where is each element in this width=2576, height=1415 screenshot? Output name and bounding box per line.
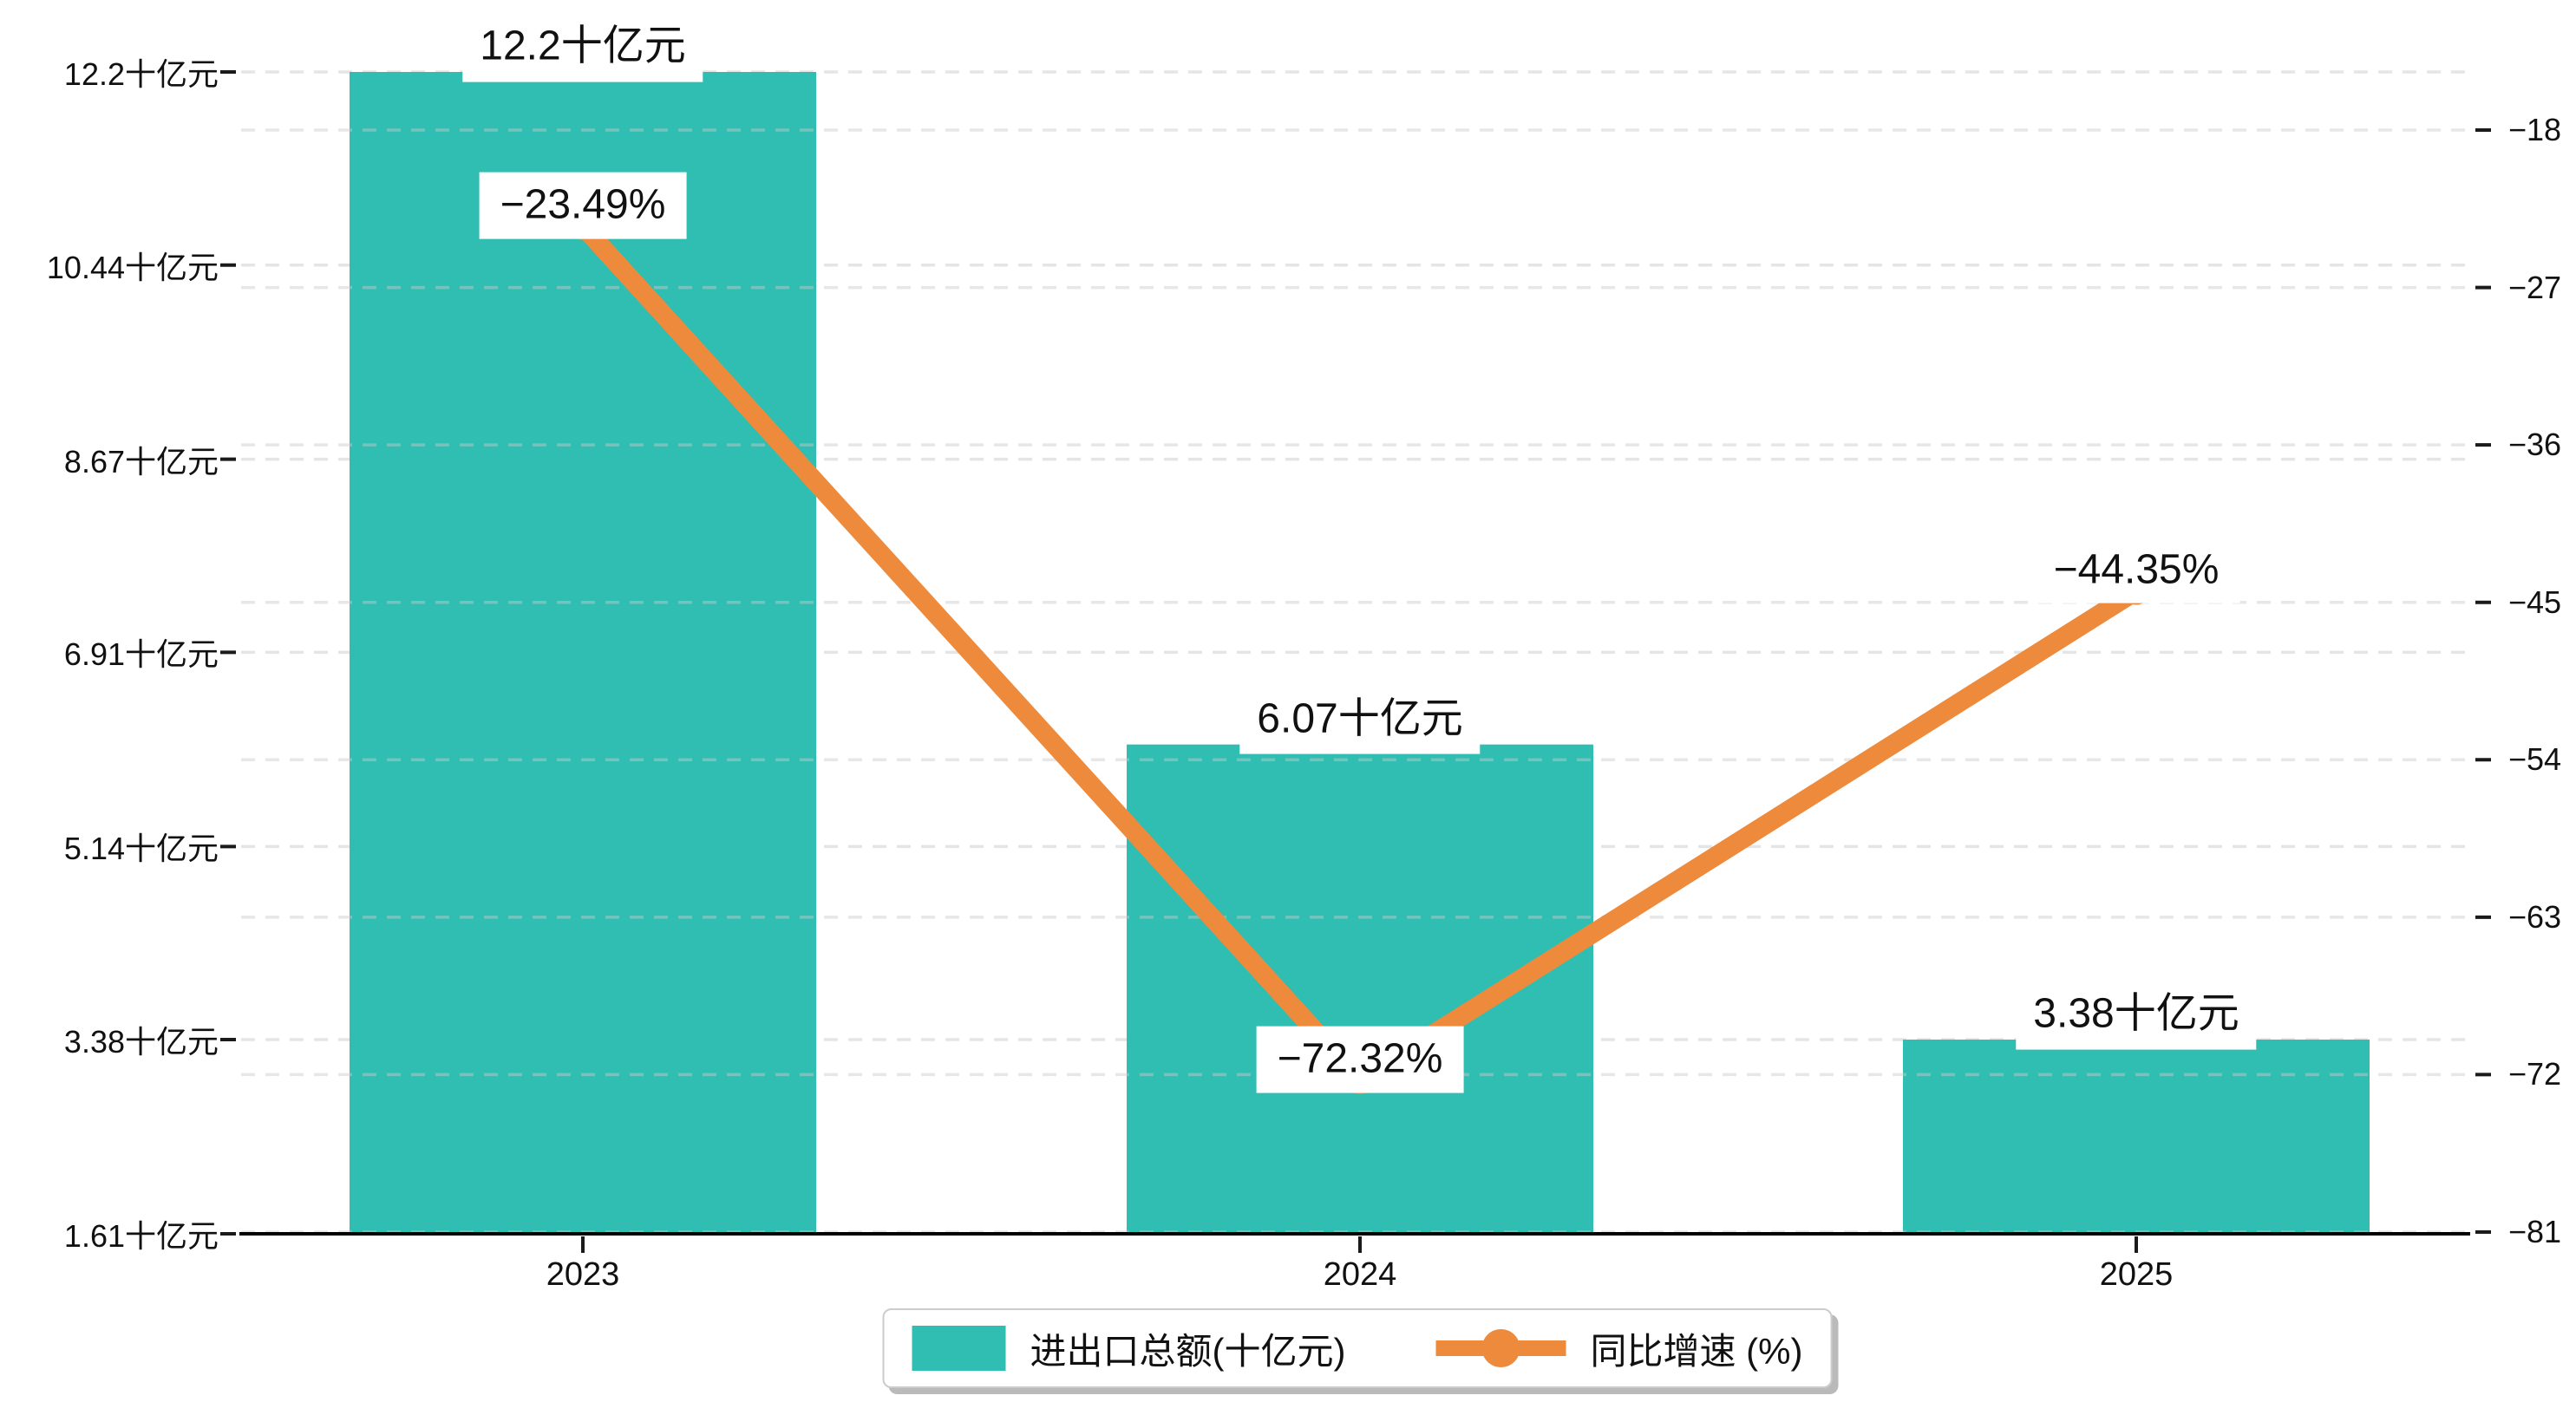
legend-item-bar: 进出口总额(十亿元) [912,1322,1346,1375]
legend-label-bar: 进出口总额(十亿元) [1030,1330,1346,1372]
legend-item-line: 同比增速 (%) [1435,1322,1802,1375]
line-dot-icon [1435,1329,1566,1367]
growth-line-point [1346,1066,1374,1094]
growth-line-point [569,212,597,240]
legend: 进出口总额(十亿元) 同比增速 (%) [882,1308,1833,1388]
growth-line-point [2122,577,2150,605]
bar-swatch-icon [912,1326,1006,1371]
bar-2025 [1903,1040,2370,1234]
legend-label-line: 同比增速 (%) [1590,1330,1803,1372]
bar-2023 [350,72,816,1234]
bar-2024 [1127,744,1593,1234]
line-marker-dot-icon [1481,1329,1520,1367]
